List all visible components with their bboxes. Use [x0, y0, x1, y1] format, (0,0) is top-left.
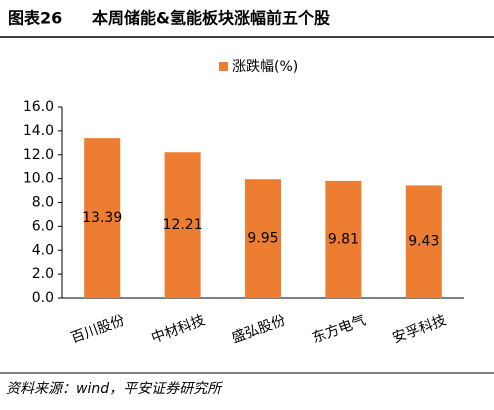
- value-label: 9.81: [328, 231, 359, 247]
- value-label: 9.43: [408, 234, 439, 250]
- bar: [405, 185, 442, 298]
- y-tick-label: 8.0: [32, 195, 54, 211]
- y-tick-label: 4.0: [32, 242, 54, 258]
- legend-swatch: [219, 62, 228, 71]
- x-tick-label: 东方电气: [310, 312, 368, 346]
- source: 资料来源：wind，平安证券研究所: [6, 381, 223, 397]
- y-tick-label: 0.0: [32, 290, 54, 306]
- y-tick-label: 2.0: [32, 266, 54, 282]
- value-label: 13.39: [82, 210, 122, 226]
- x-tick-label: 安孚科技: [390, 312, 448, 346]
- chart-title: 本周储能&氢能板块涨幅前五个股: [92, 9, 331, 28]
- value-label: 12.21: [163, 217, 203, 233]
- legend-label: 涨跌幅(%): [232, 59, 298, 75]
- x-tick-label: 中材科技: [149, 312, 207, 346]
- x-tick-label: 盛弘股份: [230, 312, 288, 346]
- y-tick-label: 16.0: [23, 99, 54, 115]
- bar: [164, 152, 201, 298]
- y-tick-label: 12.0: [23, 147, 54, 163]
- bar: [84, 138, 121, 298]
- x-tick-label: 百川股份: [69, 312, 127, 346]
- value-label: 9.95: [247, 231, 278, 247]
- y-tick-label: 6.0: [32, 218, 54, 234]
- bar: [245, 179, 281, 298]
- figure-label: 图表26: [8, 9, 62, 28]
- y-tick-label: 14.0: [23, 123, 54, 139]
- y-tick-label: 10.0: [23, 171, 54, 187]
- bar: [325, 180, 362, 298]
